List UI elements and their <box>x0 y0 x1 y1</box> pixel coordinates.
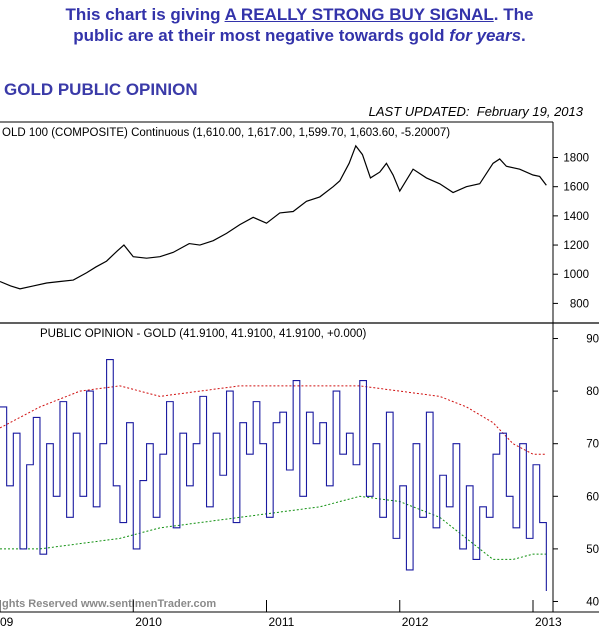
price-tick-label: 1400 <box>563 211 589 223</box>
chart-title: GOLD PUBLIC OPINION <box>4 80 198 99</box>
last-updated: LAST UPDATED: February 19, 2013 <box>369 104 583 119</box>
headline: This chart is giving A REALLY STRONG BUY… <box>0 4 599 46</box>
price-tick-label: 1000 <box>563 269 589 281</box>
price-tick-label: 800 <box>570 298 589 310</box>
headline-emphasis: for years <box>449 26 522 45</box>
opinion-tick-label: 70 <box>586 439 599 451</box>
x-tick-label: 2011 <box>269 615 295 629</box>
headline-text-3: public are at their most negative toward… <box>73 26 450 45</box>
headline-text-2: . The <box>493 5 534 24</box>
x-tick-label: 09 <box>0 615 14 629</box>
price-tick-label: 1800 <box>563 153 589 165</box>
headline-text-1: This chart is giving <box>65 5 225 24</box>
copyright-text: ghts Reserved www.sentimenTrader.com <box>2 598 216 610</box>
headline-text-4: . <box>521 26 526 45</box>
gold-price-line <box>0 144 547 290</box>
public-opinion-line <box>0 359 547 591</box>
opinion-tick-label: 50 <box>586 544 599 556</box>
upper-band-line <box>0 385 547 455</box>
opinion-tick-label: 40 <box>586 596 599 608</box>
opinion-tick-label: 80 <box>586 386 599 398</box>
x-tick-label: 2013 <box>535 615 562 629</box>
last-updated-label: LAST UPDATED: <box>368 104 470 119</box>
last-updated-date: February 19, 2013 <box>476 104 583 119</box>
opinion-series-title: PUBLIC OPINION - GOLD (41.9100, 41.9100,… <box>40 328 367 340</box>
price-tick-label: 1200 <box>563 240 589 252</box>
x-tick-label: 2012 <box>402 615 429 629</box>
opinion-tick-label: 60 <box>586 491 599 503</box>
x-tick-label: 2010 <box>135 615 162 629</box>
price-tick-label: 1600 <box>563 182 589 194</box>
opinion-tick-label: 90 <box>586 334 599 346</box>
price-series-title: OLD 100 (COMPOSITE) Continuous (1,610.00… <box>2 127 450 139</box>
buy-signal-text: A REALLY STRONG BUY SIGNAL <box>224 5 494 24</box>
